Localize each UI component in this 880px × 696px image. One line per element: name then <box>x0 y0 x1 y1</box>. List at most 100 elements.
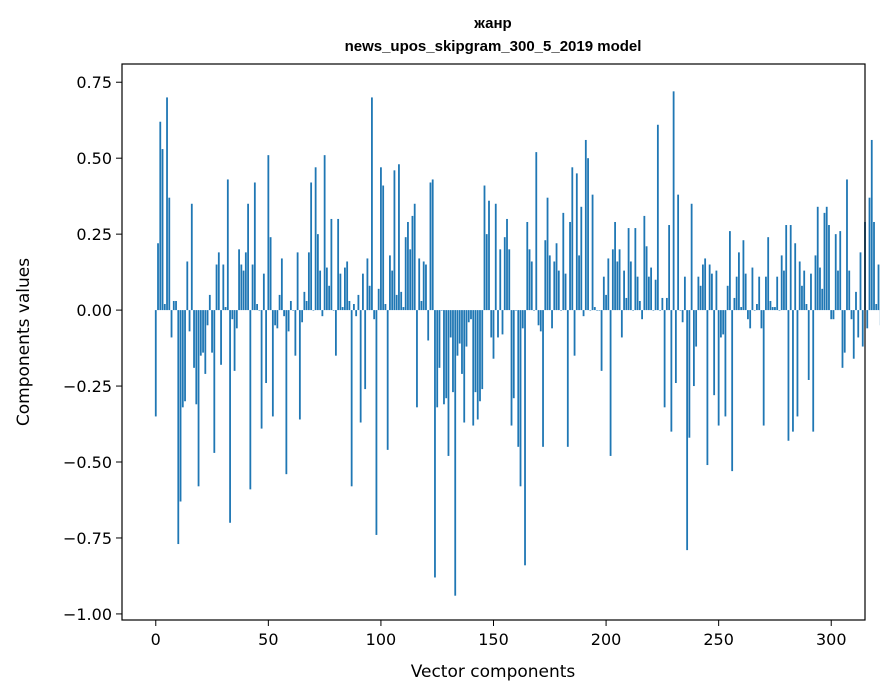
bar <box>643 215 646 311</box>
bar <box>758 276 761 311</box>
bar <box>593 307 596 311</box>
bar <box>292 310 295 311</box>
bar <box>348 300 351 311</box>
bar-series <box>154 91 880 596</box>
bar <box>796 310 799 417</box>
bar <box>222 264 225 311</box>
bar <box>521 310 524 329</box>
bar <box>418 258 421 311</box>
bar <box>413 203 416 311</box>
y-tick-label: −1.00 <box>63 605 112 624</box>
bar <box>427 310 430 341</box>
bar <box>530 261 533 311</box>
bar <box>452 310 454 393</box>
bar <box>256 304 258 311</box>
bar <box>296 252 299 311</box>
bar <box>154 310 157 417</box>
bar <box>609 310 612 456</box>
bar <box>747 310 749 320</box>
bar <box>341 307 344 311</box>
bar <box>204 310 207 374</box>
bar <box>627 228 630 311</box>
bar <box>548 255 551 311</box>
bar <box>524 310 526 566</box>
bar <box>494 203 497 311</box>
bar <box>753 310 756 311</box>
y-axis-label: Components values <box>14 258 34 426</box>
bar <box>461 310 463 374</box>
bar <box>562 212 565 311</box>
bar <box>792 310 794 432</box>
bar <box>416 310 418 408</box>
bar <box>539 310 542 332</box>
bar <box>533 310 535 311</box>
bar <box>571 167 574 311</box>
bar <box>314 167 317 311</box>
bar <box>508 249 511 311</box>
y-tick-label: 0.50 <box>76 149 112 168</box>
bar <box>380 167 382 311</box>
bar <box>650 267 653 311</box>
y-tick-label: 0.75 <box>76 73 112 92</box>
bar <box>769 300 772 311</box>
bar <box>690 203 693 311</box>
bar <box>830 310 833 320</box>
bar <box>819 267 821 311</box>
bar <box>807 310 810 380</box>
bar <box>269 237 272 311</box>
bar <box>298 310 301 420</box>
bar <box>636 276 639 311</box>
x-tick-label: 0 <box>151 630 161 649</box>
bar <box>564 273 567 311</box>
bar <box>217 252 220 311</box>
bar <box>598 310 601 311</box>
bar <box>774 307 776 311</box>
bar <box>244 252 247 311</box>
bar <box>605 294 607 311</box>
bar <box>208 294 211 311</box>
bar <box>425 264 427 311</box>
bar <box>544 240 547 311</box>
bar <box>449 310 452 338</box>
bar <box>638 300 641 311</box>
bar <box>731 310 734 472</box>
bar <box>715 270 718 311</box>
bar <box>375 310 378 535</box>
bar <box>701 264 704 311</box>
bar <box>260 310 263 429</box>
bar <box>506 218 508 311</box>
bar <box>278 294 281 311</box>
bar <box>670 310 673 432</box>
bar <box>587 158 589 311</box>
bar <box>724 310 727 417</box>
bar <box>812 310 815 432</box>
bar <box>310 182 313 311</box>
bar <box>765 276 767 311</box>
bar <box>386 310 389 450</box>
bar <box>285 310 288 475</box>
chart-subtitle: news_upos_skipgram_300_5_2019 model <box>345 38 642 55</box>
bar <box>632 310 634 311</box>
bar <box>852 310 855 359</box>
bar <box>321 310 324 317</box>
bar <box>483 185 486 311</box>
bar <box>476 310 479 420</box>
bar <box>249 310 252 490</box>
bar <box>762 310 765 426</box>
bar <box>384 304 387 311</box>
bar <box>175 300 177 311</box>
bar <box>620 310 623 338</box>
bar <box>645 246 648 311</box>
bar <box>602 276 605 311</box>
bar <box>515 310 517 311</box>
bar <box>857 310 860 338</box>
x-axis-label: Vector components <box>411 662 576 682</box>
bar <box>778 310 781 311</box>
bar <box>206 310 209 326</box>
bar <box>704 258 707 311</box>
bar <box>742 240 745 311</box>
bar <box>184 310 186 402</box>
bar <box>362 273 364 311</box>
bar <box>749 310 752 329</box>
